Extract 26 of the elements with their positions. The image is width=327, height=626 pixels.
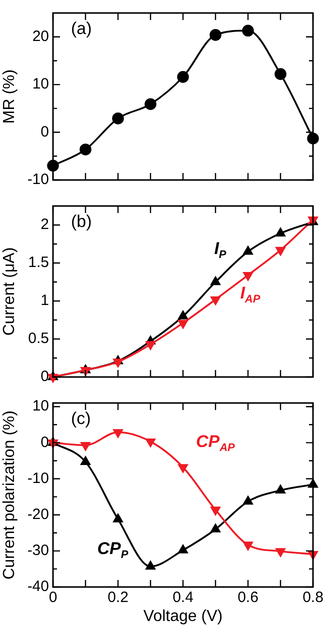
y-axis-title: Current polarization (%) (1, 410, 18, 580)
y-tick-label: 20 (32, 28, 49, 45)
y-tick-label: 1.5 (28, 254, 49, 272)
annotation: (a) (71, 19, 92, 38)
y-tick-label: 10 (32, 398, 49, 415)
y-tick-label: 0.5 (28, 330, 49, 348)
y-tick-label: 2 (40, 216, 49, 234)
y-axis-title: Current (μA) (1, 247, 18, 336)
y-tick-label: 0 (40, 434, 49, 451)
x-tick-label: 0.6 (238, 589, 258, 606)
x-tick-label: 0.4 (172, 589, 194, 606)
y-tick-label: -40 (27, 578, 49, 596)
y-tick-label: 0 (40, 368, 49, 386)
annotation: (c) (71, 409, 91, 428)
y-tick-label: 0 (40, 123, 49, 140)
y-tick-label: 10 (32, 76, 49, 93)
y-tick-label: -30 (27, 542, 49, 560)
y-tick-label: -10 (27, 470, 49, 487)
x-tick-label: 0.2 (108, 589, 128, 606)
x-axis-title: Voltage (V) (143, 608, 223, 625)
y-tick-label: 1 (40, 292, 49, 310)
annotation: (b) (71, 212, 92, 232)
y-tick-label: -10 (27, 171, 49, 188)
y-tick-label: -20 (27, 506, 49, 523)
x-tick-label: 0.8 (302, 589, 324, 606)
y-axis-title: MR (%) (1, 69, 18, 124)
